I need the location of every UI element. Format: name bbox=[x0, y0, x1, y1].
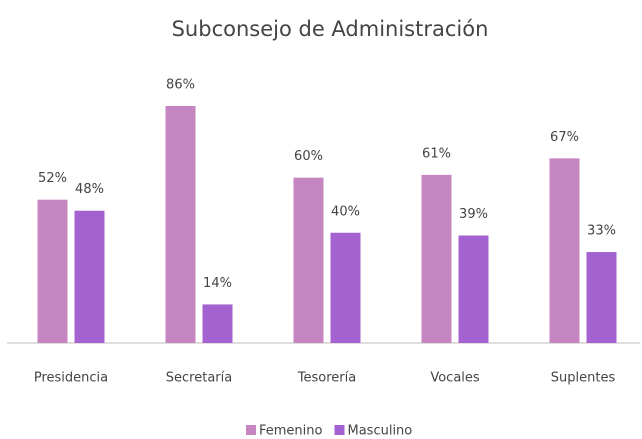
bar bbox=[458, 235, 489, 343]
data-label: 86% bbox=[166, 78, 195, 93]
data-label: 52% bbox=[38, 171, 67, 186]
bar bbox=[549, 158, 580, 343]
bar bbox=[330, 232, 361, 343]
legend-swatch bbox=[246, 425, 256, 435]
data-label: 40% bbox=[331, 204, 360, 219]
x-tick-label: Vocales bbox=[430, 371, 480, 386]
x-tick-label: Secretaría bbox=[166, 371, 232, 386]
bar bbox=[202, 304, 233, 343]
data-label: 33% bbox=[587, 224, 616, 239]
bar bbox=[74, 210, 105, 343]
bar bbox=[421, 174, 452, 343]
data-label: 61% bbox=[422, 146, 451, 161]
bar bbox=[293, 177, 324, 343]
x-tick-label: Presidencia bbox=[34, 371, 108, 386]
data-label: 39% bbox=[459, 207, 488, 222]
chart-title: Subconsejo de Administración bbox=[172, 17, 489, 41]
legend-swatch bbox=[334, 425, 345, 435]
bar bbox=[586, 252, 617, 343]
data-label: 67% bbox=[550, 130, 579, 145]
x-tick-label: Tesorería bbox=[297, 371, 356, 386]
data-label: 60% bbox=[294, 149, 323, 164]
data-label: 48% bbox=[75, 182, 104, 197]
legend-label: Masculino bbox=[347, 424, 412, 439]
bar bbox=[165, 106, 196, 343]
bar bbox=[37, 199, 68, 343]
legend-label: Femenino bbox=[259, 424, 323, 439]
data-label: 14% bbox=[203, 276, 232, 291]
x-tick-label: Suplentes bbox=[551, 371, 616, 386]
